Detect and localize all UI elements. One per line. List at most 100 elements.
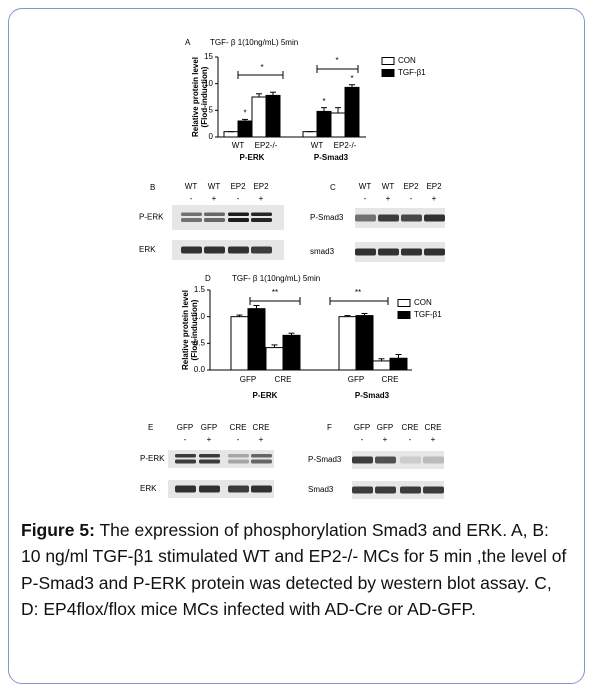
lane-label: EP2 [426,182,442,191]
treatment-label: - [184,435,187,444]
blot-band [251,485,272,493]
caption: Figure 5: The expression of phosphorylat… [21,517,573,622]
bar [237,120,253,138]
blot-band [251,212,272,216]
lane-label: WT [359,182,372,191]
significance-mark: ** [272,288,278,297]
y-tick-label: 0.5 [194,338,206,347]
error-bar [271,344,278,348]
bar [344,86,360,138]
bar [389,357,408,371]
panel-label: F [327,423,332,432]
legend-swatch [397,299,411,307]
treatment-label: - [361,435,364,444]
blot-band [251,246,272,254]
error-bar [253,304,260,309]
significance-mark: * [260,63,263,72]
treatment-label: + [207,435,212,444]
error-bar [361,312,368,316]
blot-band [251,218,272,222]
bar [355,315,374,371]
blot-band [424,248,445,256]
lane-label: CRE [253,423,270,432]
error-bar [321,107,327,112]
bar [316,110,332,138]
legend-label: TGF-β1 [414,310,442,319]
chart-title: TGF- β 1(10ng/mL) 5min [232,274,320,283]
significance-mark: * [322,97,325,106]
blot-band [181,246,202,254]
treatment-label: - [237,194,240,203]
blot-band [375,456,396,464]
y-axis-label: Relative protein level [181,290,190,370]
treatment-label: - [190,194,193,203]
blot-band [181,212,202,216]
blot-row-label: smad3 [310,247,335,256]
blot-band [181,218,202,222]
treatment-label: - [410,194,413,203]
blot-row-label: ERK [140,484,157,493]
error-bar [236,314,243,317]
lane-label: GFP [177,423,193,432]
bar [302,131,318,138]
y-axis-label: Relative protein level [191,57,200,137]
lane-label: WT [185,182,198,191]
x-tick-label: CRE [275,375,292,384]
x-tick-label: GFP [240,375,256,384]
blot-band [175,485,196,493]
blot-band [251,459,272,464]
bar [247,308,266,371]
significance-mark: ** [355,288,361,297]
treatment-label: + [383,435,388,444]
bar [338,316,357,371]
treatment-label: + [431,435,436,444]
x-tick-label: CRE [382,375,399,384]
blot-membrane [172,205,284,230]
lane-label: CRE [402,423,419,432]
significance-mark: * [335,56,338,65]
treatment-label: - [364,194,367,203]
lane-label: WT [382,182,395,191]
treatment-label: + [432,194,437,203]
blot-band [228,459,249,464]
lane-label: CRE [425,423,442,432]
lane-label: GFP [354,423,370,432]
treatment-label: + [212,194,217,203]
bar [223,131,239,138]
lane-label: GFP [201,423,217,432]
blot-band [204,218,225,222]
panel-label: D [205,274,211,283]
blot-band [204,246,225,254]
x-tick-label: EP2-/- [255,141,278,150]
figure-frame [8,8,585,684]
bar [330,112,346,138]
lane-label: WT [208,182,221,191]
blot-band [378,214,399,222]
error-bar [256,93,262,97]
group-label: P-ERK [240,153,265,162]
legend-label: CON [414,298,432,307]
x-tick-label: GFP [348,375,364,384]
panel-label: B [150,183,155,192]
significance-mark: * [350,74,353,83]
blot-band [423,486,444,494]
treatment-label: + [259,194,264,203]
lane-label: EP2 [403,182,419,191]
blot-band [228,218,249,222]
blot-row-label: P-Smad3 [308,455,342,464]
blot-row-label: P-ERK [139,213,164,222]
blot-band [378,248,399,256]
x-tick-label: WT [311,141,324,150]
blot-band [355,214,376,222]
bar [372,360,391,371]
blot-band [204,212,225,216]
error-bar [335,107,341,113]
blot-band [228,485,249,493]
blot-membrane [168,480,274,498]
blot-band [352,456,373,464]
legend-swatch [381,69,395,77]
blot-band [175,459,196,464]
bar [265,347,284,371]
lane-label: CRE [230,423,247,432]
x-tick-label: EP2-/- [334,141,357,150]
